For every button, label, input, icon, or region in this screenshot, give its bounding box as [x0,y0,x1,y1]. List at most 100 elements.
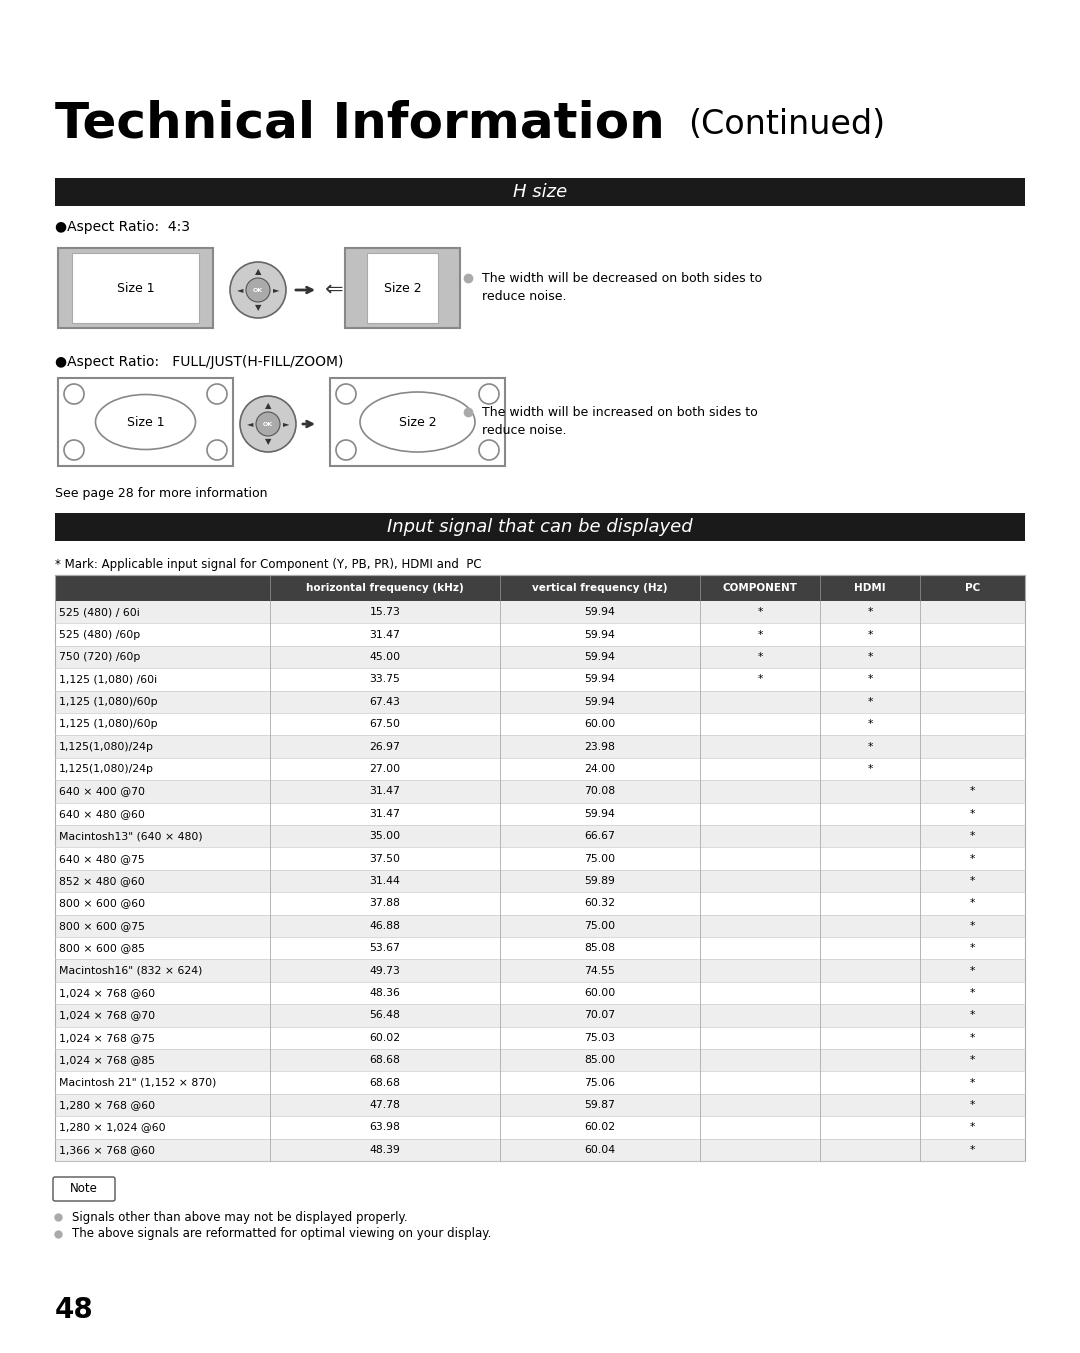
Text: 60.00: 60.00 [584,988,616,999]
Text: 47.78: 47.78 [369,1100,401,1109]
Text: 1,024 × 768 @70: 1,024 × 768 @70 [59,1011,156,1020]
Text: 640 × 400 @70: 640 × 400 @70 [59,786,145,797]
Text: 26.97: 26.97 [369,741,401,752]
Text: ●Aspect Ratio:   FULL/JUST(H-FILL/ZOOM): ●Aspect Ratio: FULL/JUST(H-FILL/ZOOM) [55,354,343,369]
Text: 1,024 × 768 @75: 1,024 × 768 @75 [59,1032,156,1043]
Text: *: * [970,786,975,797]
Bar [55,179,1025,206]
Text: OK: OK [253,287,264,292]
Text: 48.39: 48.39 [369,1145,401,1155]
Text: 85.08: 85.08 [584,943,616,954]
Text: 31.47: 31.47 [369,809,401,819]
Text: 800 × 600 @75: 800 × 600 @75 [59,921,145,931]
Text: Signals other than above may not be displayed properly.: Signals other than above may not be disp… [72,1211,407,1223]
Text: The above signals are reformatted for optimal viewing on your display.: The above signals are reformatted for op… [72,1227,491,1241]
Text: *: * [867,607,873,617]
Text: ●Aspect Ratio:  4:3: ●Aspect Ratio: 4:3 [55,221,190,234]
Text: HDMI: HDMI [854,583,886,593]
Text: 46.88: 46.88 [369,921,401,931]
Bar [58,248,213,327]
Circle shape [207,440,227,460]
Text: reduce noise.: reduce noise. [482,290,567,303]
Text: 59.89: 59.89 [584,875,616,886]
Circle shape [480,384,499,405]
Text: 31.47: 31.47 [369,629,401,640]
Circle shape [336,384,356,405]
Bar [55,892,1025,915]
Bar [55,915,1025,938]
Text: 75.06: 75.06 [584,1077,616,1088]
Text: 1,366 × 768 @60: 1,366 × 768 @60 [59,1145,156,1155]
Text: 59.94: 59.94 [584,607,616,617]
Text: ►: ► [283,419,289,429]
Bar [55,690,1025,713]
Text: ▼: ▼ [255,303,261,313]
Text: *: * [970,988,975,999]
Text: 23.98: 23.98 [584,741,616,752]
Text: 800 × 600 @60: 800 × 600 @60 [59,898,145,908]
Text: 53.67: 53.67 [369,943,401,954]
Text: *: * [970,809,975,819]
Text: *: * [970,1077,975,1088]
Text: 1,280 × 768 @60: 1,280 × 768 @60 [59,1100,156,1109]
Text: 640 × 480 @75: 640 × 480 @75 [59,854,145,863]
Text: *: * [970,1145,975,1155]
Text: 48.36: 48.36 [369,988,401,999]
Text: 70.08: 70.08 [584,786,616,797]
Text: 67.43: 67.43 [369,697,401,706]
Text: 1,125 (1,080) /60i: 1,125 (1,080) /60i [59,674,157,685]
Text: Technical Information: Technical Information [55,100,665,147]
Text: *: * [970,1032,975,1043]
Text: ◄: ◄ [237,285,243,295]
Text: *: * [867,720,873,729]
Text: 60.02: 60.02 [369,1032,401,1043]
Bar [55,668,1025,690]
Text: *: * [970,966,975,976]
Text: ⇐: ⇐ [325,280,343,300]
Text: *: * [757,629,762,640]
Bar [55,1139,1025,1161]
Text: 1,125 (1,080)/60p: 1,125 (1,080)/60p [59,697,158,706]
Text: 525 (480) /60p: 525 (480) /60p [59,629,140,640]
Text: 67.50: 67.50 [369,720,401,729]
Text: 1,125 (1,080)/60p: 1,125 (1,080)/60p [59,720,158,729]
Text: *: * [867,697,873,706]
Circle shape [240,396,296,452]
Bar [55,825,1025,847]
Text: 27.00: 27.00 [369,764,401,774]
Circle shape [336,440,356,460]
Ellipse shape [95,395,195,449]
Text: 15.73: 15.73 [369,607,401,617]
Bar [55,870,1025,892]
Text: ▼: ▼ [265,437,271,446]
Text: ▲: ▲ [255,268,261,276]
Text: 59.94: 59.94 [584,674,616,685]
Bar [55,645,1025,668]
Text: 70.07: 70.07 [584,1011,616,1020]
Text: 33.75: 33.75 [369,674,401,685]
Text: (Continued): (Continued) [688,108,886,141]
Text: 66.67: 66.67 [584,831,616,842]
Text: 59.94: 59.94 [584,697,616,706]
Bar [55,1004,1025,1027]
Text: 35.00: 35.00 [369,831,401,842]
Circle shape [246,277,270,302]
Bar [55,624,1025,645]
Bar [367,253,438,323]
Text: 750 (720) /60p: 750 (720) /60p [59,652,140,662]
Text: Size 1: Size 1 [126,415,164,429]
Text: 45.00: 45.00 [369,652,401,662]
Text: 59.94: 59.94 [584,809,616,819]
Text: 24.00: 24.00 [584,764,616,774]
Bar [55,758,1025,781]
Text: 800 × 600 @85: 800 × 600 @85 [59,943,145,954]
Text: 1,024 × 768 @60: 1,024 × 768 @60 [59,988,156,999]
Text: 59.94: 59.94 [584,652,616,662]
Text: 75.03: 75.03 [584,1032,616,1043]
Text: ►: ► [273,285,280,295]
Bar [55,575,1025,1161]
Text: reduce noise.: reduce noise. [482,423,567,437]
Text: 63.98: 63.98 [369,1123,401,1132]
Text: See page 28 for more information: See page 28 for more information [55,487,268,501]
Text: *: * [970,875,975,886]
